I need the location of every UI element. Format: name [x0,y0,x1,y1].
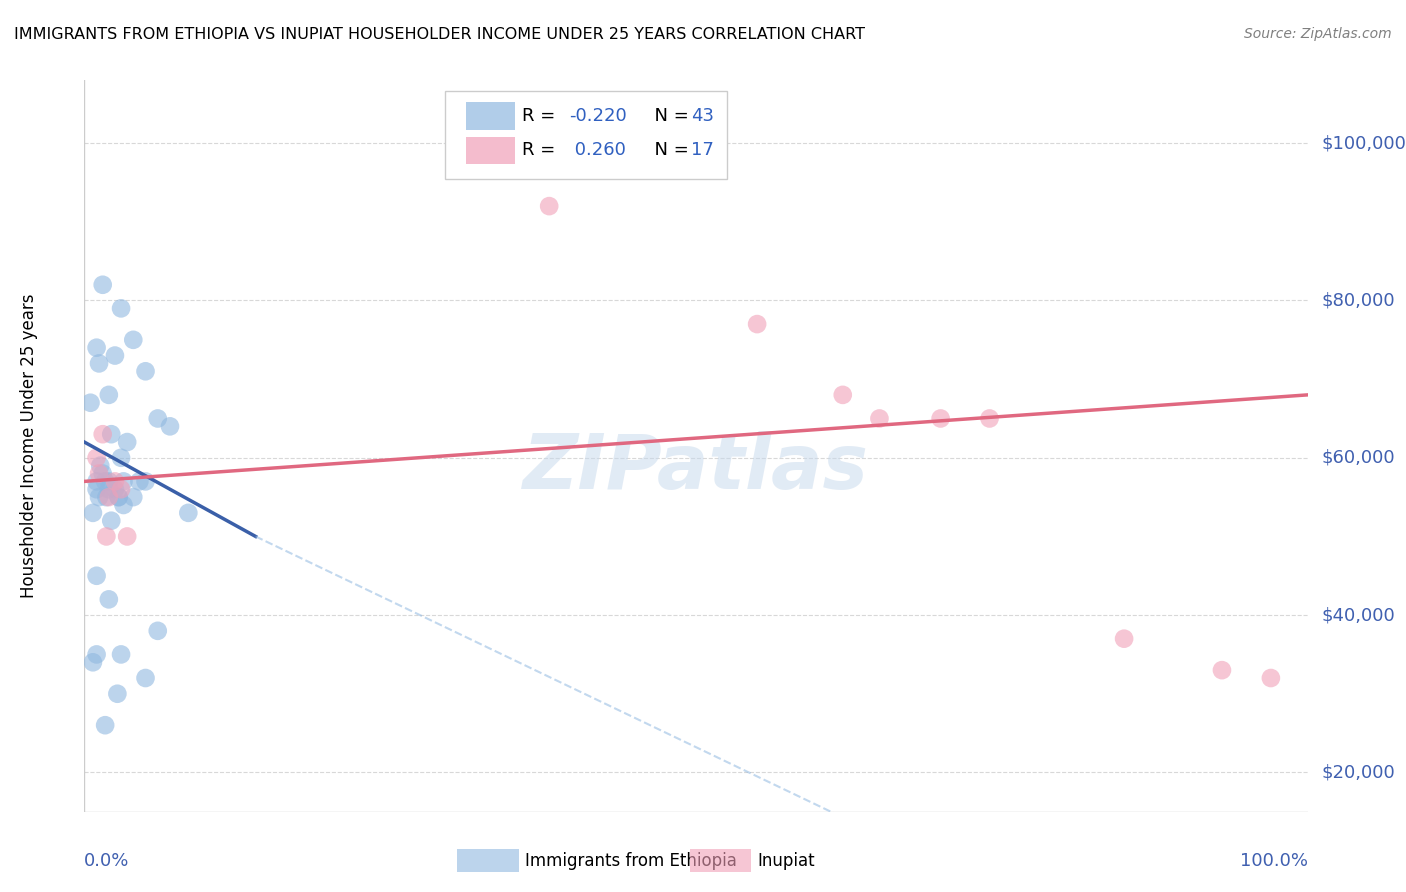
Point [100,427,122,442]
FancyBboxPatch shape [457,849,519,872]
Point [929,411,952,425]
Text: Householder Income Under 25 years: Householder Income Under 25 years [20,293,38,599]
Text: $40,000: $40,000 [1322,606,1395,624]
Text: Inupiat: Inupiat [758,852,814,870]
Point [115,435,138,450]
Point [135,475,157,489]
Point [747,317,769,331]
Text: N =: N = [644,142,695,160]
Point [86,450,108,465]
Text: $20,000: $20,000 [1322,764,1395,781]
Point [112,475,135,489]
Point [89,458,111,473]
Point [110,482,132,496]
Point [122,333,145,347]
Point [86,568,108,582]
Point [115,529,138,543]
Point [97,475,120,489]
Point [128,475,150,489]
Point [1260,671,1282,685]
Text: $100,000: $100,000 [1322,134,1406,153]
Point [538,199,561,213]
Point [94,718,117,732]
Text: Immigrants from Ethiopia: Immigrants from Ethiopia [524,852,737,870]
Text: 0.260: 0.260 [569,142,626,160]
Text: R =: R = [522,107,561,125]
Point [82,655,104,669]
Point [79,396,101,410]
Point [135,364,157,378]
Point [110,450,132,465]
Point [87,490,110,504]
Point [94,475,117,489]
Text: 0.0%: 0.0% [84,852,129,870]
Point [112,498,135,512]
Point [104,475,127,489]
Point [104,349,127,363]
Point [979,411,1001,425]
Text: R =: R = [522,142,561,160]
Point [110,301,132,316]
FancyBboxPatch shape [465,103,515,130]
Text: IMMIGRANTS FROM ETHIOPIA VS INUPIAT HOUSEHOLDER INCOME UNDER 25 YEARS CORRELATIO: IMMIGRANTS FROM ETHIOPIA VS INUPIAT HOUS… [14,27,865,42]
Text: Source: ZipAtlas.com: Source: ZipAtlas.com [1244,27,1392,41]
Point [97,490,120,504]
FancyBboxPatch shape [690,849,751,872]
Point [87,356,110,370]
Point [91,467,114,481]
Point [146,624,169,638]
Text: ZIPatlas: ZIPatlas [523,431,869,505]
Point [97,482,120,496]
Point [87,467,110,481]
Point [97,388,120,402]
Point [86,475,108,489]
Point [104,482,127,496]
Text: $60,000: $60,000 [1322,449,1395,467]
Point [869,411,891,425]
Point [177,506,200,520]
Point [82,506,104,520]
Point [107,490,129,504]
Point [146,411,169,425]
Text: $80,000: $80,000 [1322,292,1395,310]
Point [96,490,118,504]
Text: 43: 43 [692,107,714,125]
Point [159,419,181,434]
Point [1211,663,1233,677]
Point [105,687,128,701]
Point [86,648,108,662]
Point [91,427,114,442]
Point [831,388,853,402]
Point [135,671,157,685]
Text: 17: 17 [692,142,714,160]
Point [86,482,108,496]
Point [110,648,132,662]
Text: -0.220: -0.220 [569,107,627,125]
Point [1114,632,1136,646]
Text: 100.0%: 100.0% [1240,852,1308,870]
Point [122,490,145,504]
Point [97,592,120,607]
Point [100,514,122,528]
Point [107,490,129,504]
FancyBboxPatch shape [446,91,727,179]
Text: N =: N = [644,107,695,125]
Point [86,341,108,355]
FancyBboxPatch shape [465,136,515,164]
Point [91,277,114,292]
Point [96,529,118,543]
